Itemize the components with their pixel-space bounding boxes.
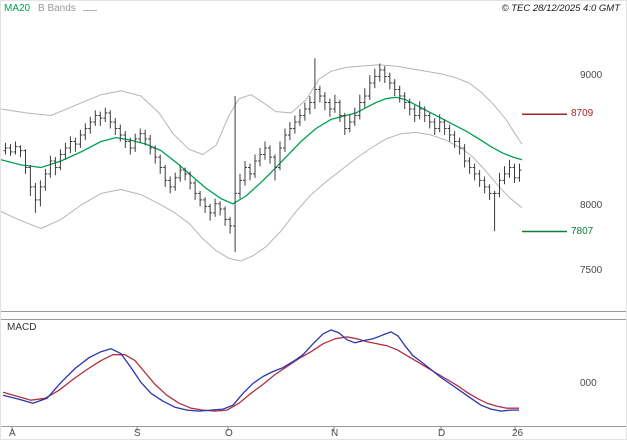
x-axis-label-S: S: [134, 428, 141, 439]
ma20-legend-label: MA20: [4, 3, 31, 14]
ma20-line: [1, 96, 523, 205]
resistance-level-label: 8709: [571, 108, 594, 119]
x-axis-label-A: A: [9, 428, 16, 439]
x-axis-label-O: O: [225, 428, 233, 439]
price-axis-label-8000: 8000: [580, 200, 603, 211]
x-axis-label-26: 26: [512, 428, 524, 439]
price-axis-label-9000: 9000: [580, 70, 603, 81]
support-level-label: 7807: [571, 226, 594, 237]
price-axis-label-7500: 7500: [580, 265, 603, 276]
copyright-text: © TEC 28/12/2025 4:0 GMT: [501, 3, 620, 14]
bbands-line-swatch: [83, 10, 97, 11]
bbands-legend-label: B Bands: [38, 3, 76, 14]
bollinger-lower-band-line: [1, 131, 523, 262]
macd-panel-label: MACD: [7, 322, 37, 333]
x-axis-label-D: D: [438, 428, 446, 439]
macd-signal-line: [2, 336, 519, 412]
bollinger-upper-band-line: [1, 64, 523, 155]
macd-axis-label-zero: 000: [580, 378, 597, 389]
x-axis-label-N: N: [331, 428, 339, 439]
macd-line: [2, 329, 519, 412]
